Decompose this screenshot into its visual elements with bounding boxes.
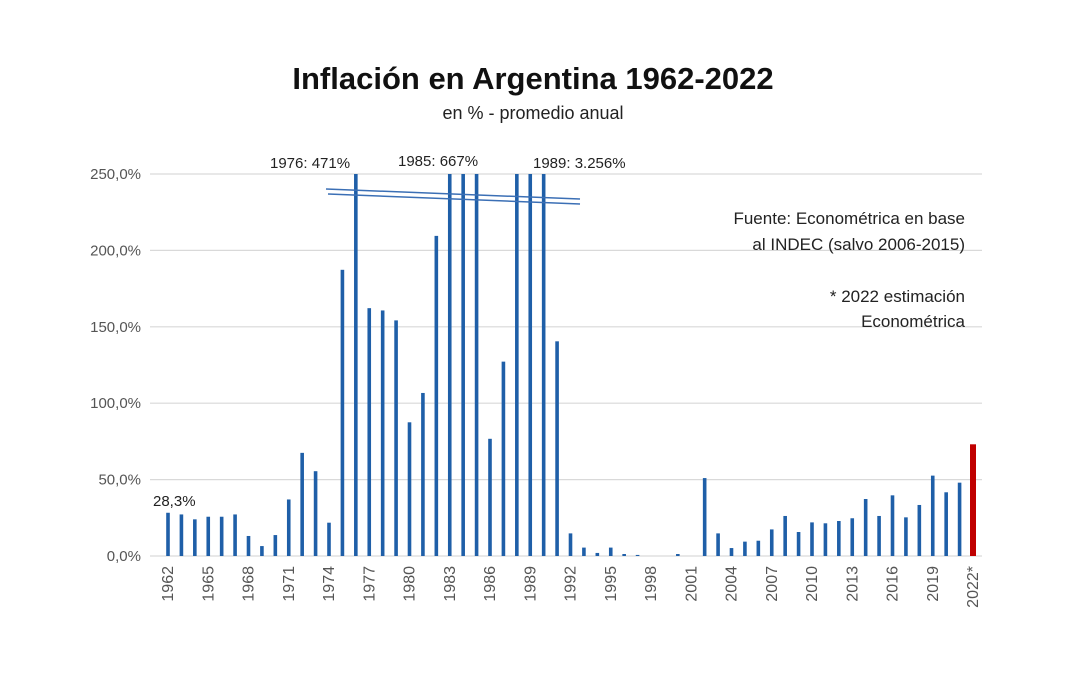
bar-2000 — [676, 554, 680, 556]
source-line-1: Fuente: Econométrica en base — [733, 209, 965, 228]
bar-2014 — [863, 499, 868, 556]
x-tick-label: 1962 — [160, 566, 177, 602]
bar-1997 — [635, 554, 640, 556]
bar-1975 — [340, 269, 345, 556]
bar-2009 — [796, 532, 801, 556]
label-1985: 1985: 667% — [398, 153, 478, 170]
bar-1962 — [166, 512, 170, 556]
x-tick-label: 2013 — [844, 566, 861, 602]
y-tick-label: 0,0% — [107, 548, 141, 565]
bar-1982 — [434, 235, 439, 556]
x-tick-label: 2001 — [683, 566, 700, 602]
axis-break-line — [327, 193, 581, 205]
bar-1995 — [608, 547, 613, 556]
x-tick-label: 1977 — [361, 566, 378, 602]
bar-1994 — [595, 552, 600, 556]
bar-1966 — [219, 516, 224, 556]
bar-1993 — [582, 547, 586, 556]
bar-2013 — [850, 518, 855, 556]
bar-1990 — [541, 174, 546, 556]
x-tick-label: 2019 — [925, 566, 942, 602]
bar-1980 — [407, 422, 412, 556]
bar-1970 — [273, 535, 278, 556]
bar-1977 — [367, 308, 372, 556]
bar-1967 — [233, 514, 237, 556]
label-1976: 1976: 471% — [270, 155, 350, 172]
x-tick-label: 2007 — [764, 566, 781, 602]
bar-1978 — [380, 310, 385, 556]
x-tick-label: 2010 — [804, 566, 821, 602]
x-tick-label: 2016 — [885, 566, 902, 602]
x-tick-label: 2004 — [724, 566, 741, 602]
bar-2019 — [930, 475, 935, 556]
bar-2022 — [970, 444, 976, 556]
bar-1974 — [327, 522, 331, 556]
bar-1968 — [246, 535, 251, 556]
bar-2012 — [837, 521, 841, 556]
y-tick-label: 200,0% — [90, 242, 141, 259]
chart-title: Inflación en Argentina 1962-2022 — [292, 61, 773, 96]
x-tick-label: 1965 — [200, 566, 217, 602]
x-tick-label: 2022* — [965, 566, 982, 608]
y-tick-label: 100,0% — [90, 395, 141, 412]
bar-1976 — [354, 174, 358, 556]
y-tick-label: 250,0% — [90, 166, 141, 183]
x-tick-label: 1974 — [321, 566, 338, 602]
note-line-2: Econométrica — [861, 312, 965, 331]
bar-2006 — [756, 540, 761, 556]
bar-2018 — [917, 504, 922, 556]
x-tick-label: 1971 — [281, 566, 298, 602]
label-1962: 28,3% — [153, 493, 196, 510]
y-tick-label: 150,0% — [90, 319, 141, 336]
bar-1989 — [528, 174, 533, 556]
x-tick-label: 1983 — [442, 566, 459, 602]
bar-2005 — [743, 541, 747, 556]
bar-2002 — [702, 478, 707, 556]
bar-2003 — [716, 533, 720, 556]
bar-2007 — [769, 529, 774, 556]
bar-2008 — [783, 515, 787, 556]
bar-2016 — [890, 495, 895, 556]
bar-1988 — [515, 174, 519, 556]
bar-2015 — [877, 515, 881, 556]
label-1989: 1989: 3.256% — [533, 155, 626, 172]
x-tick-label: 1968 — [241, 566, 258, 602]
note-line-1: * 2022 estimación — [830, 287, 965, 306]
bar-1971 — [286, 499, 291, 556]
bar-2017 — [904, 517, 908, 556]
bar-1992 — [568, 533, 573, 556]
x-tick-label: 1992 — [563, 566, 580, 602]
y-tick-label: 50,0% — [98, 472, 141, 489]
bar-2004 — [729, 548, 734, 556]
x-tick-label: 1986 — [482, 566, 499, 602]
bar-1965 — [206, 516, 211, 556]
bar-1964 — [193, 519, 197, 556]
bar-2021 — [957, 482, 962, 556]
bar-2010 — [810, 522, 814, 556]
bar-1986 — [488, 438, 492, 556]
x-tick-label: 1980 — [402, 566, 419, 602]
bar-1981 — [421, 392, 425, 556]
bar-1983 — [447, 174, 452, 556]
source-line-2: al INDEC (salvo 2006-2015) — [752, 235, 965, 254]
x-tick-label: 1995 — [603, 566, 620, 602]
chart-subtitle: en % - promedio anual — [442, 103, 623, 123]
bar-1984 — [461, 174, 465, 556]
bar-1991 — [555, 341, 559, 556]
x-tick-label: 1989 — [522, 566, 539, 602]
bar-1987 — [501, 361, 506, 556]
bar-1963 — [179, 514, 184, 556]
bar-2020 — [944, 492, 948, 556]
bar-1972 — [300, 452, 304, 556]
bar-1996 — [622, 554, 626, 556]
bar-1979 — [394, 320, 398, 556]
axis-break-line — [325, 188, 581, 200]
bar-2011 — [823, 523, 828, 556]
bar-1985 — [474, 174, 479, 556]
bar-1969 — [260, 546, 264, 556]
bar-1973 — [313, 471, 318, 556]
x-tick-label: 1998 — [643, 566, 660, 602]
